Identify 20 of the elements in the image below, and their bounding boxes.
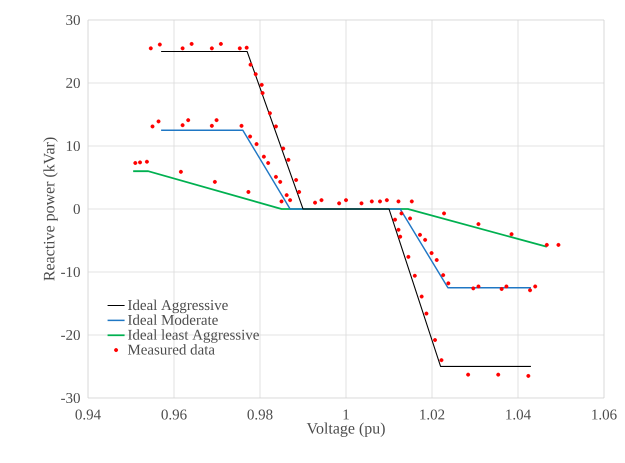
y-tick-label: -10 xyxy=(61,266,80,278)
x-tick-label: 1.02 xyxy=(420,409,444,420)
x-tick-label: 1.04 xyxy=(506,409,531,420)
x-tick-label: 0.98 xyxy=(247,409,273,420)
legend-label: Ideal Moderate xyxy=(128,314,218,325)
y-tick-label: 30 xyxy=(66,14,80,26)
x-axis-title: Voltage (pu) xyxy=(306,422,385,437)
x-tick-label: 0.96 xyxy=(161,409,187,420)
x-tick-label: 1 xyxy=(344,409,349,420)
legend-label: Ideal least Aggressive xyxy=(128,329,259,343)
y-axis-title: Reactive power (kVar) xyxy=(43,138,58,281)
legend-label: Ideal Aggressive xyxy=(128,300,228,314)
x-tick-label: 0.94 xyxy=(75,409,101,420)
y-tick-label: -30 xyxy=(61,392,80,404)
y-tick-label: 0 xyxy=(74,204,80,214)
y-tick-label: 10 xyxy=(66,140,80,152)
x-tick-label: 1.06 xyxy=(592,409,617,420)
legend-label: Measured data xyxy=(128,344,215,355)
y-tick-label: -20 xyxy=(61,330,80,340)
y-tick-label: 20 xyxy=(66,78,80,88)
